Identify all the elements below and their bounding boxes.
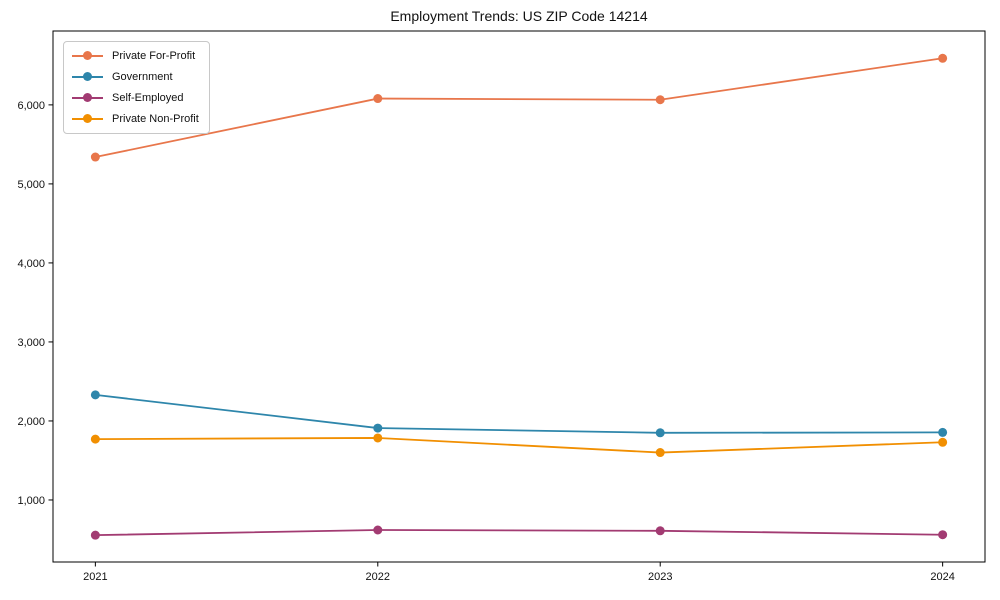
y-tick-label: 6,000 xyxy=(17,100,45,112)
y-tick-label: 1,000 xyxy=(17,495,45,507)
y-tick-label: 3,000 xyxy=(17,337,45,349)
x-tick-label: 2023 xyxy=(648,571,672,583)
series-line-private-for-profit xyxy=(94,57,944,158)
series-line-government xyxy=(94,393,944,434)
data-point-government-2022 xyxy=(373,423,383,433)
legend-label: Self-Employed xyxy=(112,92,184,104)
data-point-private-non-profit-2021 xyxy=(90,434,100,444)
legend-label: Private Non-Profit xyxy=(112,113,199,125)
data-point-private-non-profit-2024 xyxy=(938,437,948,447)
data-point-government-2023 xyxy=(655,428,665,438)
series-line-private-non-profit xyxy=(94,437,944,454)
legend-line-marker-icon xyxy=(72,91,103,105)
x-tick-label: 2021 xyxy=(83,571,107,583)
data-point-private-for-profit-2021 xyxy=(90,152,100,162)
legend-line-marker-icon xyxy=(72,70,103,84)
data-point-self-employed-2022 xyxy=(373,525,383,535)
legend-item-self-employed: Self-Employed xyxy=(72,91,199,105)
legend-item-private-for-profit: Private For-Profit xyxy=(72,49,199,63)
data-point-private-non-profit-2022 xyxy=(373,433,383,443)
legend-line-marker-icon xyxy=(72,112,103,126)
data-point-self-employed-2023 xyxy=(655,526,665,536)
series-line-self-employed xyxy=(94,529,944,537)
data-point-private-for-profit-2024 xyxy=(938,53,948,63)
chart-title: Employment Trends: US ZIP Code 14214 xyxy=(390,8,648,24)
chart-legend: Private For-Profit Government Self-Employe… xyxy=(63,41,210,134)
data-point-government-2021 xyxy=(90,390,100,400)
data-point-private-non-profit-2023 xyxy=(655,448,665,458)
data-point-self-employed-2021 xyxy=(90,530,100,540)
data-point-private-for-profit-2022 xyxy=(373,94,383,104)
legend-item-government: Government xyxy=(72,70,199,84)
y-tick-label: 2,000 xyxy=(17,416,45,428)
y-tick-label: 5,000 xyxy=(17,179,45,191)
data-point-government-2024 xyxy=(938,427,948,437)
plot-frame xyxy=(52,30,986,563)
data-point-private-for-profit-2023 xyxy=(655,95,665,105)
x-tick-label: 2022 xyxy=(366,571,390,583)
y-tick-label: 4,000 xyxy=(17,258,45,270)
data-point-self-employed-2024 xyxy=(938,530,948,540)
legend-label: Private For-Profit xyxy=(112,50,196,62)
legend-line-marker-icon xyxy=(72,49,103,63)
legend-label: Government xyxy=(112,71,173,83)
legend-item-private-non-profit: Private Non-Profit xyxy=(72,112,199,126)
x-tick-label: 2024 xyxy=(930,571,954,583)
